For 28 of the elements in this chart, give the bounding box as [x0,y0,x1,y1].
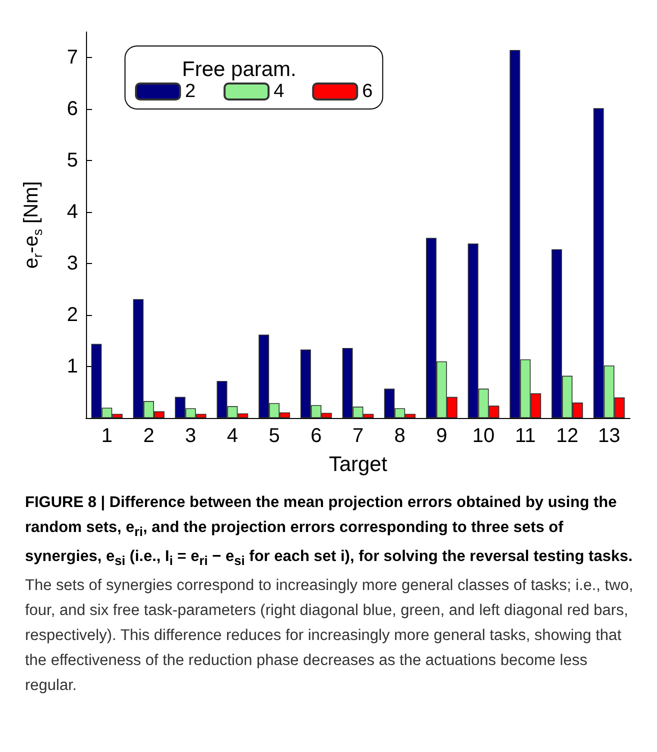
legend-label: 4 [274,81,285,102]
y-tick-label: 4 [66,201,78,224]
x-axis-title: Target [328,453,388,476]
legend-label: 2 [185,81,196,102]
x-tick-label: 2 [143,425,154,447]
y-axis-title: er-es [Nm] [20,181,45,269]
x-tick-label: 10 [472,425,495,447]
x-tick-label: 9 [436,425,448,447]
x-tick-label: 8 [394,425,406,447]
legend-title: Free param. [182,58,296,81]
x-tick-label: 6 [310,425,322,447]
y-tick-label: 6 [66,98,78,120]
y-tick-label: 1 [66,356,78,378]
x-tick-label: 3 [185,425,196,447]
text: FIGURE 8 | Difference between the mean projection errors obtained by using the random sets, e$_{ri}$, and the projection errors corresponding to three sets of synergies, e$_{si}$ (i.e., I$_{i}$ = e$_{ri}$ − e$_{si}$ for each set i), for solving the reversal testing tasks. [25,494,633,568]
x-tick-label: 13 [598,425,620,447]
x-tick-label: 12 [556,425,578,447]
legend-label: 6 [362,81,373,102]
x-tick-label: 4 [226,425,238,447]
y-tick-label: 7 [66,46,78,69]
text: The sets of synergies correspond to increasingly more general classes of tasks; i.e., two, four, and six free task-parameters (right diagonal blue, green, and left diagonal red bars, respectively). This difference reduces for increasingly more general tasks, showing that the effectiveness of the reduction phase decreases as the actuations become less regular. [25,577,634,694]
y-tick-label: 3 [66,252,78,275]
y-tick-label: 2 [66,304,78,326]
x-tick-label: 5 [268,425,280,447]
x-tick-label: 1 [101,425,112,447]
x-tick-label: 11 [515,425,536,447]
y-tick-label: 5 [66,150,78,172]
x-tick-label: 7 [352,425,364,447]
